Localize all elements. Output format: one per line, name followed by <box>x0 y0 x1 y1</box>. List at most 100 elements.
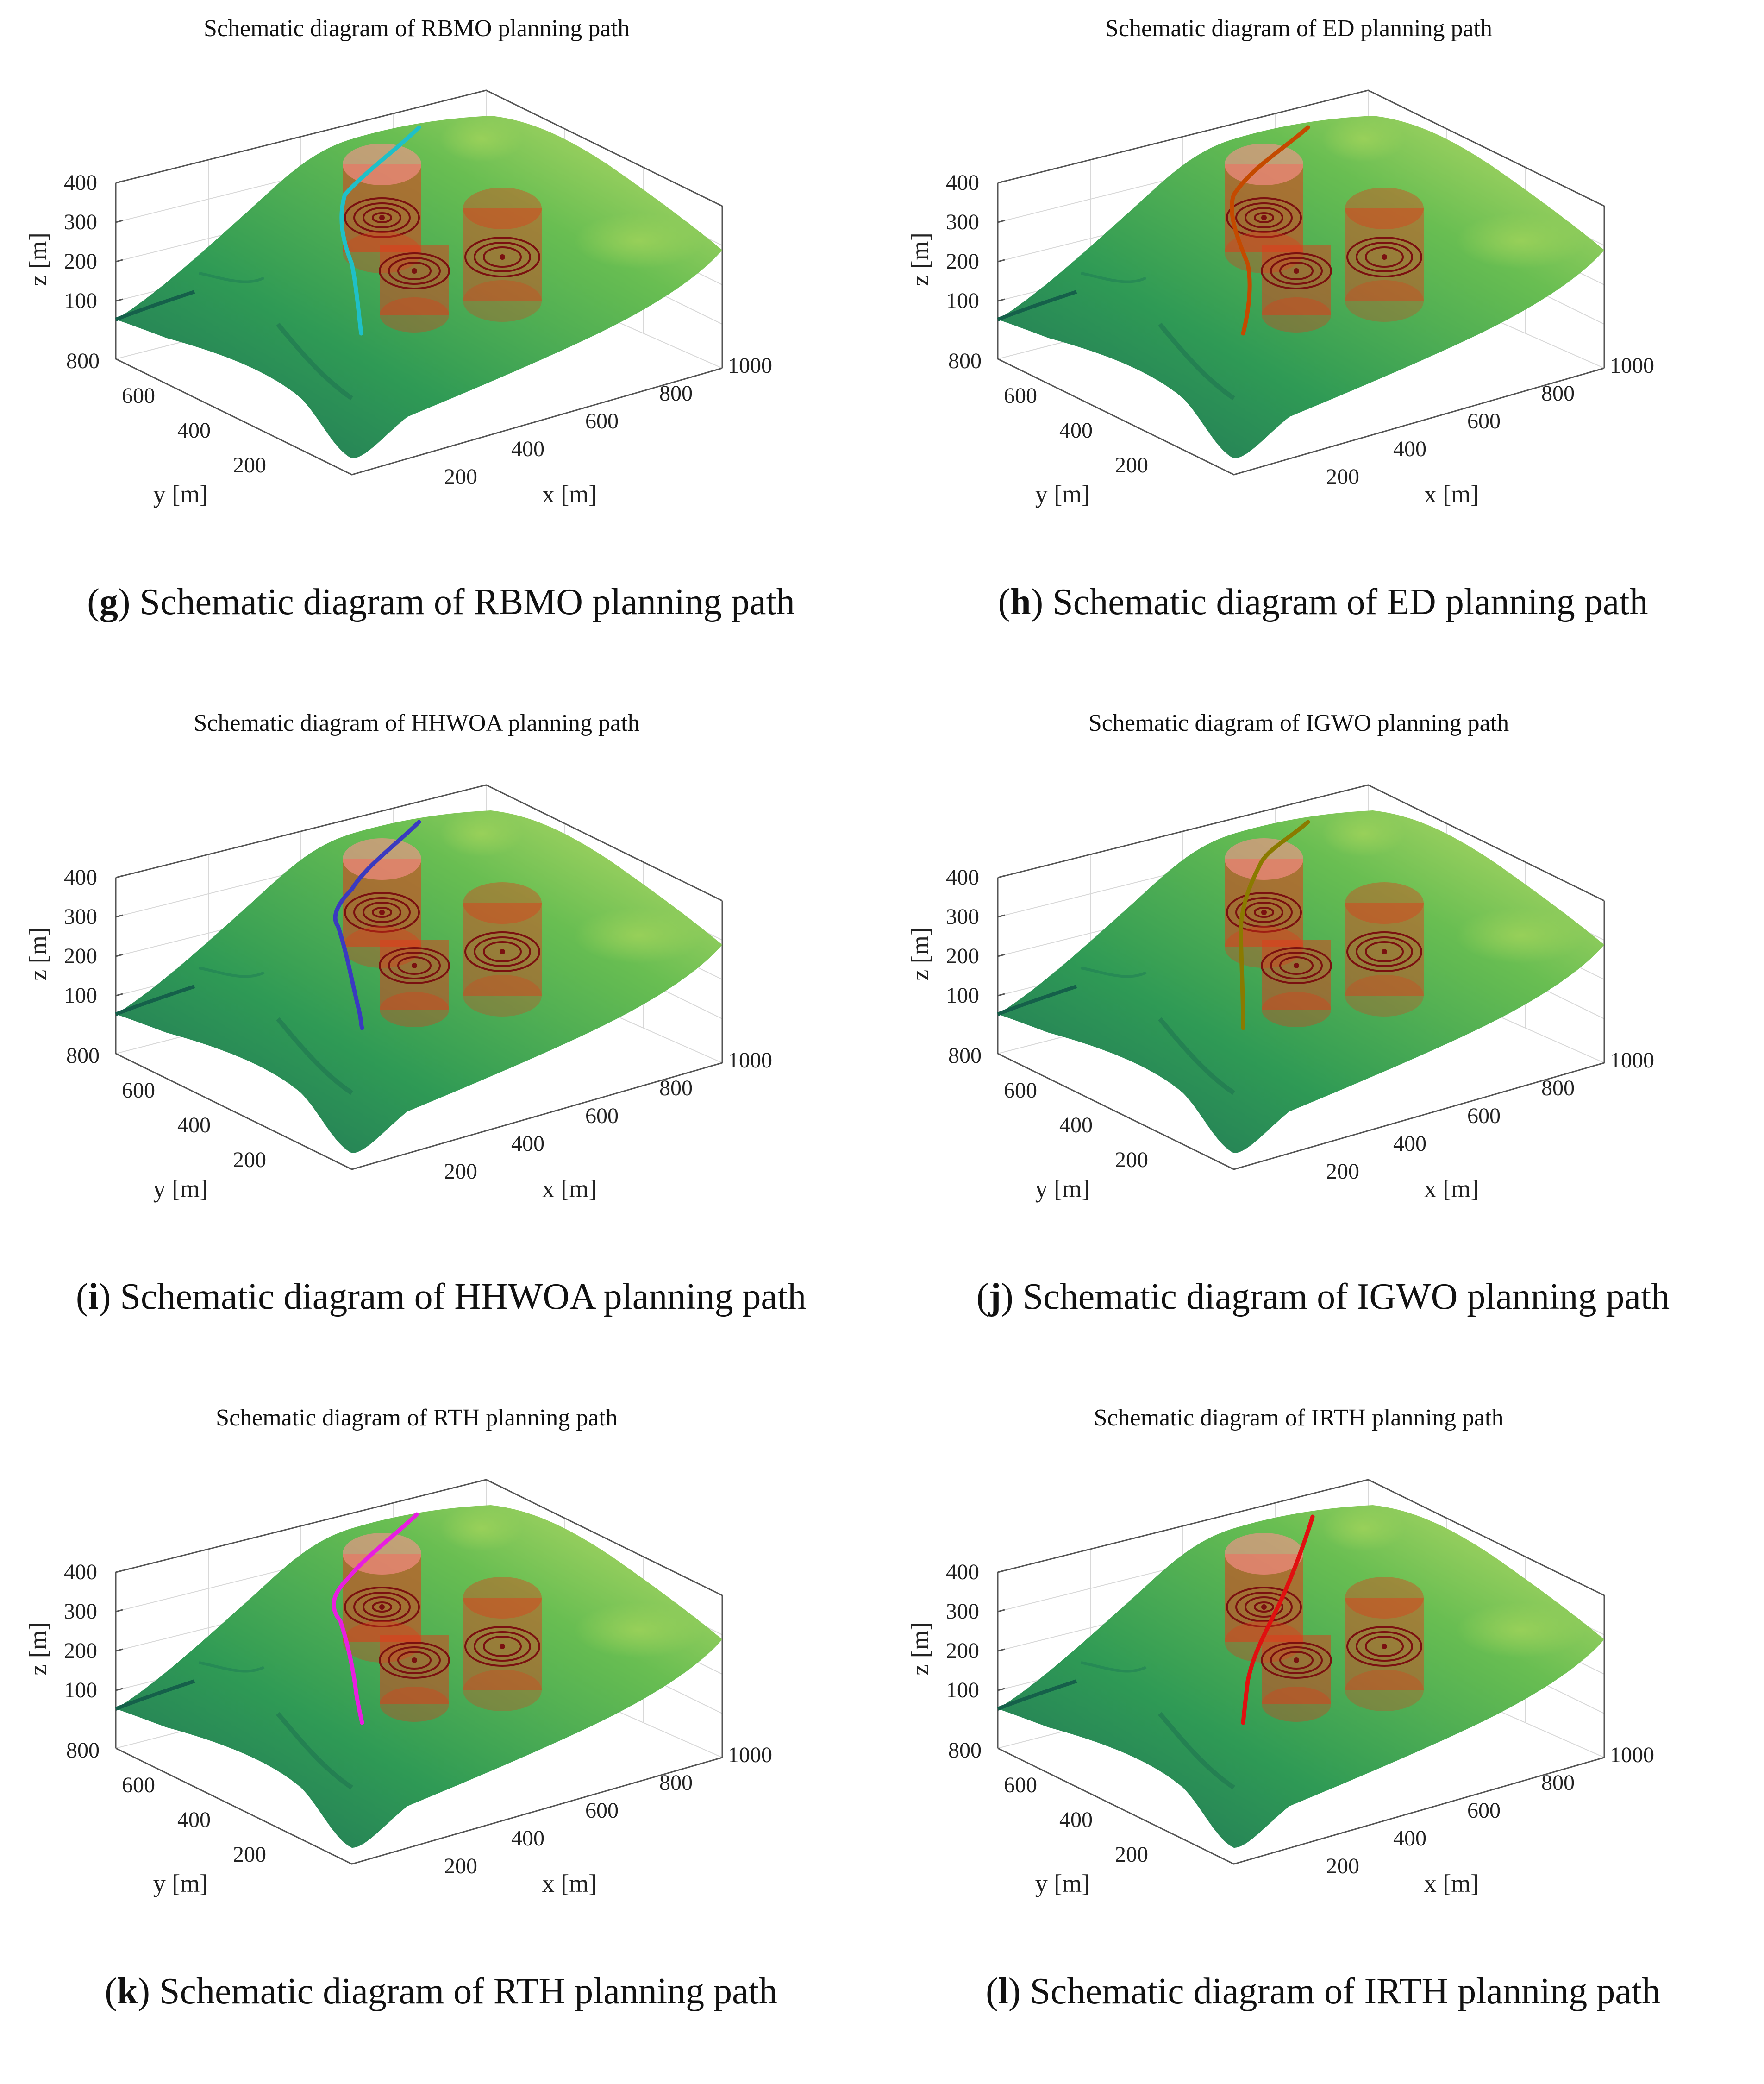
z-axis: 400 300 200 100 z [m] <box>906 170 1005 313</box>
z-tick-label: 100 <box>946 983 979 1008</box>
caption-letter: i <box>88 1276 99 1317</box>
figure-caption: (l) Schematic diagram of IRTH planning p… <box>986 1971 1660 2012</box>
z-tick-label: 200 <box>64 1638 97 1663</box>
x-tick-label: 1000 <box>1610 1743 1654 1767</box>
x-tick-label: 600 <box>1467 409 1501 433</box>
plot-title: Schematic diagram of HHWOA planning path <box>194 710 639 736</box>
x-axis: 200 400 600 800 1000 x [m] <box>1326 353 1654 508</box>
x-tick-label: 600 <box>585 1798 619 1823</box>
x-axis-label: x [m] <box>1424 1175 1479 1203</box>
threat-cylinder <box>379 940 450 1027</box>
z-tick-label: 300 <box>946 904 979 929</box>
y-tick-label: 600 <box>122 1078 155 1103</box>
terrain-plot: Schematic diagram of RTH planning path <box>24 1405 772 1897</box>
y-tick-label: 600 <box>122 1773 155 1797</box>
x-tick-label: 200 <box>1326 1854 1359 1878</box>
caption-letter: g <box>99 582 118 622</box>
y-tick-label: 800 <box>66 1738 100 1763</box>
terrain-plot: Schematic diagram of IRTH planning path <box>906 1405 1654 1897</box>
x-tick-label: 600 <box>1467 1798 1501 1823</box>
z-tick-label: 100 <box>64 1678 97 1702</box>
figure-panel-h: Schematic diagram of ED planning path <box>882 0 1764 695</box>
caption-text: Schematic diagram of RTH planning path <box>150 1971 777 2012</box>
plot-title: Schematic diagram of IRTH planning path <box>1094 1405 1504 1431</box>
y-tick-label: 200 <box>233 1842 266 1867</box>
threat-cylinder <box>1261 245 1332 333</box>
z-axis: 400 300 200 100 z [m] <box>906 865 1005 1008</box>
figure-panel-l: Schematic diagram of IRTH planning path <box>882 1389 1764 2084</box>
threat-cylinder <box>379 1635 450 1722</box>
x-tick-label: 400 <box>511 1826 544 1851</box>
terrain-plot: Schematic diagram of RBMO planning path <box>24 15 772 508</box>
threat-cylinder <box>1261 1635 1332 1722</box>
z-tick-label: 300 <box>64 210 97 234</box>
caption-text: Schematic diagram of RBMO planning path <box>130 582 795 622</box>
y-tick-label: 200 <box>233 453 266 477</box>
y-tick-label: 800 <box>948 349 982 373</box>
z-axis-label: z [m] <box>906 927 934 980</box>
x-tick-label: 400 <box>1393 1826 1426 1851</box>
z-axis: 400 300 200 100 z [m] <box>24 865 123 1008</box>
x-tick-label: 600 <box>1467 1104 1501 1128</box>
z-axis-label: z [m] <box>906 232 934 286</box>
figure-caption: (k) Schematic diagram of RTH planning pa… <box>105 1971 777 2012</box>
x-tick-label: 200 <box>444 465 477 489</box>
caption-letter: k <box>117 1971 138 2012</box>
z-axis-label: z [m] <box>24 232 52 286</box>
threat-cylinder <box>1225 838 1303 968</box>
y-axis-label: y [m] <box>153 1175 208 1203</box>
threat-cylinder <box>463 188 542 322</box>
y-axis: 800 600 400 200 y [m] <box>66 1738 266 1897</box>
y-tick-label: 400 <box>1059 418 1093 443</box>
x-tick-label: 1000 <box>728 1743 772 1767</box>
caption-text: Schematic diagram of HHWOA planning path <box>111 1276 807 1317</box>
z-tick-label: 400 <box>64 170 97 195</box>
plot-title: Schematic diagram of IGWO planning path <box>1088 710 1509 736</box>
caption-letter: h <box>1010 582 1031 622</box>
x-tick-label: 600 <box>585 409 619 433</box>
x-tick-label: 800 <box>1541 1770 1575 1795</box>
z-tick-label: 300 <box>64 1599 97 1624</box>
plot-title: Schematic diagram of RTH planning path <box>216 1405 618 1431</box>
y-tick-label: 800 <box>948 1043 982 1068</box>
x-tick-label: 200 <box>444 1159 477 1184</box>
plot-title: Schematic diagram of RBMO planning path <box>204 15 630 42</box>
x-tick-label: 1000 <box>1610 353 1654 378</box>
y-tick-label: 600 <box>122 383 155 408</box>
z-tick-label: 400 <box>946 1560 979 1584</box>
x-axis-label: x [m] <box>1424 1870 1479 1897</box>
planning-path <box>1239 820 1310 1030</box>
x-tick-label: 800 <box>1541 381 1575 406</box>
y-tick-label: 600 <box>1004 1773 1037 1797</box>
terrain-plot: Schematic diagram of HHWOA planning path <box>24 710 772 1203</box>
plot-title: Schematic diagram of ED planning path <box>1105 15 1492 42</box>
threat-cylinder <box>1345 882 1424 1017</box>
planning-path <box>333 820 421 1030</box>
z-tick-label: 100 <box>64 983 97 1008</box>
y-tick-label: 400 <box>1059 1113 1093 1137</box>
x-axis-label: x [m] <box>542 480 597 508</box>
threat-cylinder <box>1345 1577 1424 1711</box>
y-tick-label: 400 <box>177 1808 211 1832</box>
y-tick-label: 600 <box>1004 383 1037 408</box>
figure-panel-g: Schematic diagram of RBMO planning path <box>0 0 882 695</box>
z-tick-label: 300 <box>946 1599 979 1624</box>
x-axis-label: x [m] <box>542 1175 597 1203</box>
z-tick-label: 200 <box>946 944 979 968</box>
threat-cylinder <box>463 882 542 1017</box>
z-tick-label: 200 <box>946 249 979 274</box>
figure-panel-i: Schematic diagram of HHWOA planning path <box>0 695 882 1389</box>
y-tick-label: 400 <box>177 1113 211 1137</box>
z-tick-label: 100 <box>946 1678 979 1702</box>
y-axis-label: y [m] <box>1035 1870 1090 1897</box>
caption-letter: j <box>988 1276 1001 1317</box>
z-tick-label: 100 <box>64 289 97 313</box>
planning-path <box>332 1512 419 1725</box>
y-axis: 800 600 400 200 y [m] <box>948 1738 1148 1897</box>
x-tick-label: 200 <box>444 1854 477 1878</box>
x-axis: 200 400 600 800 1000 x [m] <box>1326 1048 1654 1203</box>
z-axis: 400 300 200 100 z [m] <box>906 1560 1005 1702</box>
x-tick-label: 400 <box>511 437 544 461</box>
z-tick-label: 300 <box>946 210 979 234</box>
y-tick-label: 400 <box>177 418 211 443</box>
